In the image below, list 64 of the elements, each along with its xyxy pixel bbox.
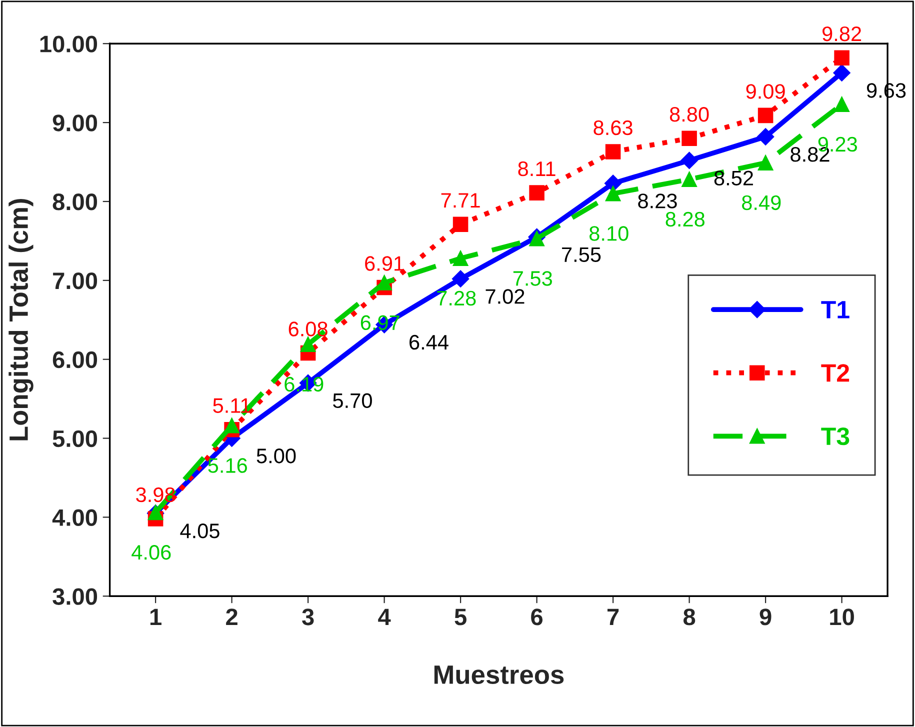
point bbox=[758, 108, 774, 124]
point bbox=[833, 64, 850, 82]
y-tick-label: 3.00 bbox=[52, 588, 98, 605]
data-label: 8.11 bbox=[518, 161, 556, 176]
point bbox=[682, 130, 697, 146]
y-tick-label: 5.00 bbox=[52, 430, 98, 448]
point bbox=[682, 172, 697, 188]
legend-label: T3 bbox=[821, 427, 850, 446]
point bbox=[834, 96, 850, 112]
data-label: 9.09 bbox=[746, 84, 785, 99]
data-label: 8.28 bbox=[666, 212, 705, 227]
data-label: 4.06 bbox=[132, 544, 171, 560]
x-tick-label: 8 bbox=[683, 608, 696, 626]
point bbox=[605, 186, 621, 202]
point bbox=[452, 270, 470, 288]
y-tick-label: 10.00 bbox=[40, 36, 98, 52]
data-label: 8.63 bbox=[594, 120, 632, 136]
data-label: 4.05 bbox=[180, 524, 220, 538]
data-label: 7.71 bbox=[441, 193, 480, 208]
point bbox=[300, 336, 316, 352]
x-tick-label: 10 bbox=[830, 608, 854, 626]
x-tick-label: 1 bbox=[150, 608, 162, 626]
point bbox=[757, 128, 774, 146]
data-label: 5.16 bbox=[208, 458, 247, 473]
data-label: 5.70 bbox=[333, 393, 372, 408]
x-tick-label: 6 bbox=[531, 608, 543, 626]
data-label: 8.10 bbox=[590, 226, 628, 241]
data-label: 7.55 bbox=[562, 248, 601, 262]
data-label: 7.02 bbox=[486, 289, 524, 304]
data-label: 7.53 bbox=[513, 271, 552, 286]
data-label: 7.28 bbox=[437, 290, 476, 306]
x-tick-label: 2 bbox=[226, 608, 238, 626]
point bbox=[452, 250, 468, 266]
point bbox=[680, 152, 698, 169]
point bbox=[224, 418, 240, 434]
x-tick-label: 5 bbox=[454, 608, 466, 626]
point bbox=[834, 50, 850, 66]
data-label: 8.52 bbox=[714, 170, 753, 186]
x-tick-label: 7 bbox=[608, 608, 619, 626]
data-label: 9.82 bbox=[822, 26, 862, 42]
data-label: 8.49 bbox=[742, 195, 781, 210]
data-label: 8.80 bbox=[670, 106, 709, 122]
y-tick-label: 9.00 bbox=[52, 114, 98, 132]
point bbox=[376, 275, 392, 290]
point bbox=[758, 155, 774, 170]
y-axis-title: Longitud Total (cm) bbox=[8, 199, 34, 440]
point bbox=[605, 144, 621, 160]
data-label: 8.23 bbox=[638, 194, 677, 208]
data-label: 6.08 bbox=[288, 322, 328, 336]
data-label: 6.91 bbox=[365, 256, 404, 271]
y-tick-label: 7.00 bbox=[53, 272, 98, 290]
data-label: 5.00 bbox=[256, 448, 296, 464]
y-tick-label: 4.00 bbox=[52, 509, 98, 526]
legend-label: T2 bbox=[821, 364, 850, 382]
x-tick-label: 4 bbox=[378, 608, 391, 626]
y-tick-label: 8.00 bbox=[52, 194, 98, 210]
legend-label: T1 bbox=[821, 301, 850, 318]
x-axis-title: Muestreos bbox=[434, 666, 564, 684]
y-tick-label: 6.00 bbox=[52, 351, 98, 368]
point bbox=[452, 216, 468, 232]
x-tick-label: 9 bbox=[760, 608, 772, 626]
point bbox=[529, 185, 544, 200]
data-label: 6.44 bbox=[410, 334, 448, 350]
x-tick-label: 3 bbox=[302, 608, 314, 626]
